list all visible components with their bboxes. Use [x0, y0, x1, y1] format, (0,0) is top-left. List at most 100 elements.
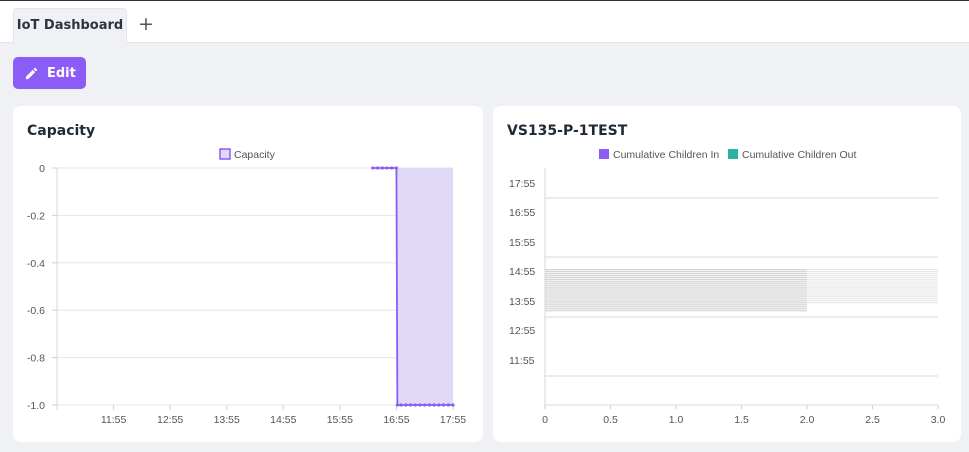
- capacity-data-point[interactable]: [380, 166, 384, 170]
- bar-children-in[interactable]: [545, 306, 807, 308]
- add-tab-button[interactable]: +: [138, 13, 154, 35]
- x-tick-label: 17:55: [440, 414, 466, 426]
- bar-children-in-extended[interactable]: [807, 284, 938, 286]
- capacity-data-point[interactable]: [423, 403, 427, 407]
- vs135-card: VS135-P-1TEST 17:55 16:55 15:55 14:55 13:55 1…: [493, 106, 961, 442]
- bar-children-in-extended[interactable]: [807, 269, 938, 270]
- capacity-data-point[interactable]: [404, 403, 408, 407]
- capacity-data-point[interactable]: [394, 166, 399, 170]
- capacity-data-point[interactable]: [451, 403, 455, 407]
- capacity-legend[interactable]: Capacity: [219, 148, 276, 161]
- capacity-data-point[interactable]: [375, 166, 380, 170]
- bar-children-in-extended[interactable]: [807, 290, 938, 292]
- bar-children-in[interactable]: [545, 284, 807, 286]
- bar-children-in[interactable]: [545, 274, 807, 277]
- capacity-data-point[interactable]: [427, 403, 432, 407]
- y-tick-label: -0.8: [27, 353, 45, 365]
- edit-button-label: Edit: [47, 65, 76, 81]
- x-tick-label: 1.5: [734, 414, 749, 426]
- bar-children-in[interactable]: [545, 310, 807, 312]
- y-tick-label: 15:55: [509, 237, 535, 249]
- vs135-chart: 17:55 16:55 15:55 14:55 13:55 12:55 11:55 0 0.5…: [509, 149, 945, 426]
- x-tick-label: 0: [542, 414, 548, 426]
- bar-children-in[interactable]: [545, 286, 807, 288]
- y-tick-label: -0.2: [27, 210, 45, 222]
- tab-iot-dashboard[interactable]: IoT Dashboard: [13, 8, 127, 44]
- bar-children-in[interactable]: [545, 298, 807, 300]
- legend-label-children-out: Cumulative Children Out: [742, 149, 856, 161]
- bar-children-in-extended[interactable]: [807, 292, 938, 294]
- capacity-data-point[interactable]: [418, 403, 422, 407]
- x-tick-label: 13:55: [214, 414, 240, 426]
- capacity-data-point[interactable]: [385, 166, 389, 170]
- capacity-data-point[interactable]: [446, 403, 450, 407]
- bar-children-in[interactable]: [545, 278, 807, 280]
- y-tick-label: -0.4: [27, 258, 45, 270]
- y-tick-label: 16:55: [509, 207, 535, 219]
- legend-item-children-in[interactable]: Cumulative Children In: [599, 149, 719, 161]
- bar-children-in[interactable]: [545, 276, 807, 279]
- capacity-data-point[interactable]: [371, 166, 375, 170]
- x-tick-label: 12:55: [157, 414, 183, 426]
- bar-children-in-extended[interactable]: [807, 294, 938, 296]
- pencil-icon: [25, 67, 38, 79]
- x-tick-label: 16:55: [383, 414, 409, 426]
- capacity-card: Capacity 0 -0.2 -0.4 -0.6 -0.8 -1.0 11:55 12:5…: [13, 106, 483, 442]
- bar-children-in-extended[interactable]: [807, 298, 938, 300]
- bar-children-in[interactable]: [545, 280, 807, 282]
- bar-children-in-extended[interactable]: [807, 302, 938, 304]
- x-tick-label: 2.5: [865, 414, 880, 426]
- capacity-area-fill: [372, 168, 453, 405]
- bar-children-in-extended[interactable]: [807, 280, 938, 282]
- bar-children-in[interactable]: [545, 290, 807, 292]
- edit-button[interactable]: Edit: [13, 57, 86, 89]
- bar-children-in[interactable]: [545, 294, 807, 296]
- capacity-chart: 0 -0.2 -0.4 -0.6 -0.8 -1.0 11:55 12:55 13:55 14:…: [27, 148, 466, 426]
- bar-children-in[interactable]: [545, 272, 807, 275]
- bar-children-in-extended[interactable]: [807, 286, 938, 288]
- capacity-card-title: Capacity: [27, 123, 96, 139]
- bar-children-in-extended[interactable]: [807, 276, 938, 278]
- bar-children-in-extended[interactable]: [807, 270, 938, 272]
- capacity-data-point[interactable]: [399, 403, 403, 407]
- y-tick-label: 14:55: [509, 266, 535, 278]
- capacity-data-point[interactable]: [390, 166, 394, 170]
- vs135-legend: Cumulative Children In Cumulative Childr…: [599, 149, 856, 161]
- bar-children-in[interactable]: [545, 304, 807, 306]
- legend-swatch-children-out: [728, 149, 738, 159]
- bar-children-in-extended[interactable]: [807, 288, 938, 290]
- capacity-data-point[interactable]: [408, 403, 413, 407]
- capacity-data-point[interactable]: [437, 403, 441, 407]
- bar-children-in[interactable]: [545, 300, 807, 302]
- capacity-data-point[interactable]: [395, 403, 399, 407]
- capacity-legend-label: Capacity: [234, 149, 276, 161]
- bar-children-in-extended[interactable]: [807, 300, 938, 302]
- bar-children-in-extended[interactable]: [807, 296, 938, 298]
- legend-swatch-children-in: [599, 149, 609, 159]
- y-tick-label: 13:55: [509, 296, 535, 308]
- bar-children-in[interactable]: [545, 308, 807, 310]
- bar-children-in[interactable]: [545, 269, 807, 271]
- y-tick-label: 11:55: [509, 355, 535, 367]
- bar-children-in[interactable]: [545, 292, 807, 294]
- x-tick-label: 11:55: [101, 414, 127, 426]
- bar-children-in-extended[interactable]: [807, 272, 938, 274]
- x-tick-label: 0.5: [603, 414, 618, 426]
- bar-children-in-extended[interactable]: [807, 282, 938, 284]
- bar-children-in-extended[interactable]: [807, 278, 938, 280]
- capacity-legend-swatch: [219, 148, 231, 160]
- capacity-data-point[interactable]: [441, 403, 446, 407]
- bar-children-in[interactable]: [545, 302, 807, 304]
- x-tick-label: 14:55: [270, 414, 296, 426]
- legend-item-children-out[interactable]: Cumulative Children Out: [728, 149, 856, 161]
- y-tick-label: 12:55: [509, 325, 535, 337]
- bar-children-in[interactable]: [545, 296, 807, 298]
- bar-children-in[interactable]: [545, 282, 807, 284]
- bar-children-in[interactable]: [545, 288, 807, 290]
- capacity-data-point[interactable]: [432, 403, 436, 407]
- bar-children-in-extended[interactable]: [807, 274, 938, 276]
- capacity-data-point[interactable]: [413, 403, 417, 407]
- x-tick-label: 2.0: [800, 414, 815, 426]
- bar-children-in[interactable]: [545, 270, 807, 273]
- vs135-card-title: VS135-P-1TEST: [507, 123, 628, 139]
